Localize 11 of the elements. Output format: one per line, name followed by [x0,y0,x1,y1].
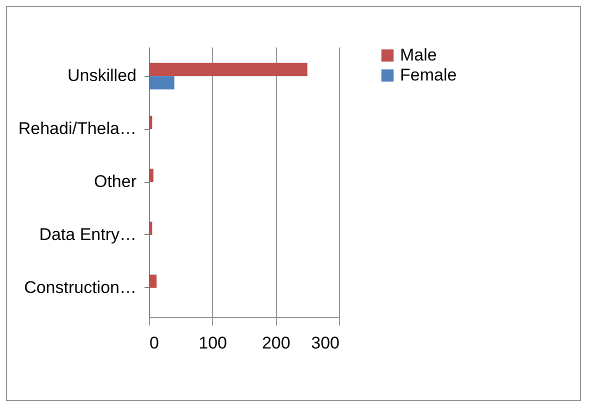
y-tick-label: Data Entry… [39,224,136,244]
x-tick-label: 100 [198,334,228,352]
legend-label: Female [400,66,457,84]
y-tick-label: Construction… [24,278,136,297]
x-tick-label: 200 [262,334,290,352]
y-tick-label: Rehadi/Thela… [18,119,136,138]
y-tick-label: Unskilled [68,66,136,86]
x-tick-label: 0 [150,334,159,352]
x-tick-label: 300 [311,334,340,352]
y-tick-label: Other [94,172,137,191]
legend-label: Male [400,46,437,64]
